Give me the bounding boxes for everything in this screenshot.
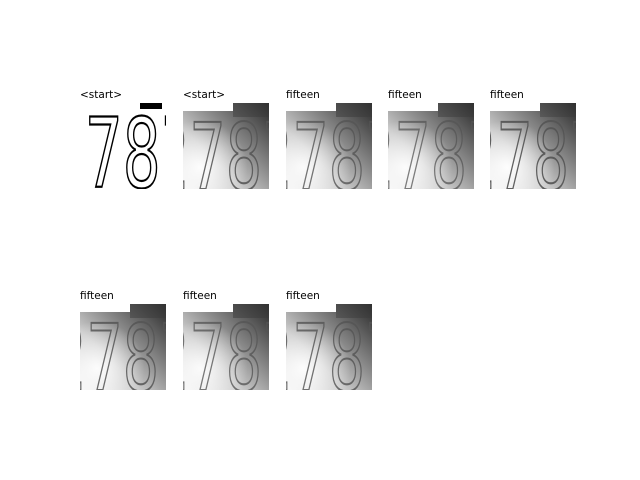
- digit-strokes: 2787: [286, 105, 372, 189]
- panel-title: <start>: [183, 89, 226, 101]
- image-panel-6: fifteen 2787: [80, 290, 166, 390]
- digit-image: 2787: [490, 103, 576, 189]
- panel-title: fifteen: [388, 89, 422, 101]
- panel-image: 2787: [183, 304, 269, 390]
- panel-title: fifteen: [490, 89, 524, 101]
- image-panel-7: fifteen 2787: [183, 290, 269, 390]
- image-panel-8: fifteen 2787: [286, 290, 372, 390]
- panel-image: 2787: [286, 304, 372, 390]
- digit-image: 2787: [80, 103, 166, 189]
- panel-title: fifteen: [80, 290, 114, 302]
- digit-strokes: 2787: [183, 306, 269, 390]
- image-panel-4: fifteen 2787: [388, 89, 474, 189]
- digit-image: 2787: [286, 304, 372, 390]
- digit-strokes: 2787: [388, 105, 474, 189]
- image-panel-3: fifteen 2787: [286, 89, 372, 189]
- image-panel-5: fifteen 2787: [490, 89, 576, 189]
- digit-strokes: 2787: [183, 105, 269, 189]
- panel-title: fifteen: [286, 290, 320, 302]
- panel-image: 2787: [80, 103, 166, 189]
- panel-image: 2787: [388, 103, 474, 189]
- panel-image: 2787: [80, 304, 166, 390]
- digit-image: 2787: [183, 103, 269, 189]
- panel-title: fifteen: [286, 89, 320, 101]
- digit-strokes: 2787: [80, 103, 166, 189]
- panel-image: 2787: [286, 103, 372, 189]
- digit-image: 2787: [388, 103, 474, 189]
- digit-image: 2787: [183, 304, 269, 390]
- panel-image: 2787: [183, 103, 269, 189]
- panel-image: 2787: [490, 103, 576, 189]
- digit-image: 2787: [80, 304, 166, 390]
- digit-image: 2787: [286, 103, 372, 189]
- panel-title: fifteen: [183, 290, 217, 302]
- image-panel-2: <start> 2787: [183, 89, 269, 189]
- digit-strokes: 2787: [286, 306, 372, 390]
- digit-strokes: 2787: [80, 306, 166, 390]
- digit-strokes: 2787: [490, 105, 576, 189]
- panel-title: <start>: [80, 89, 123, 101]
- image-panel-1: <start> 2787: [80, 89, 166, 189]
